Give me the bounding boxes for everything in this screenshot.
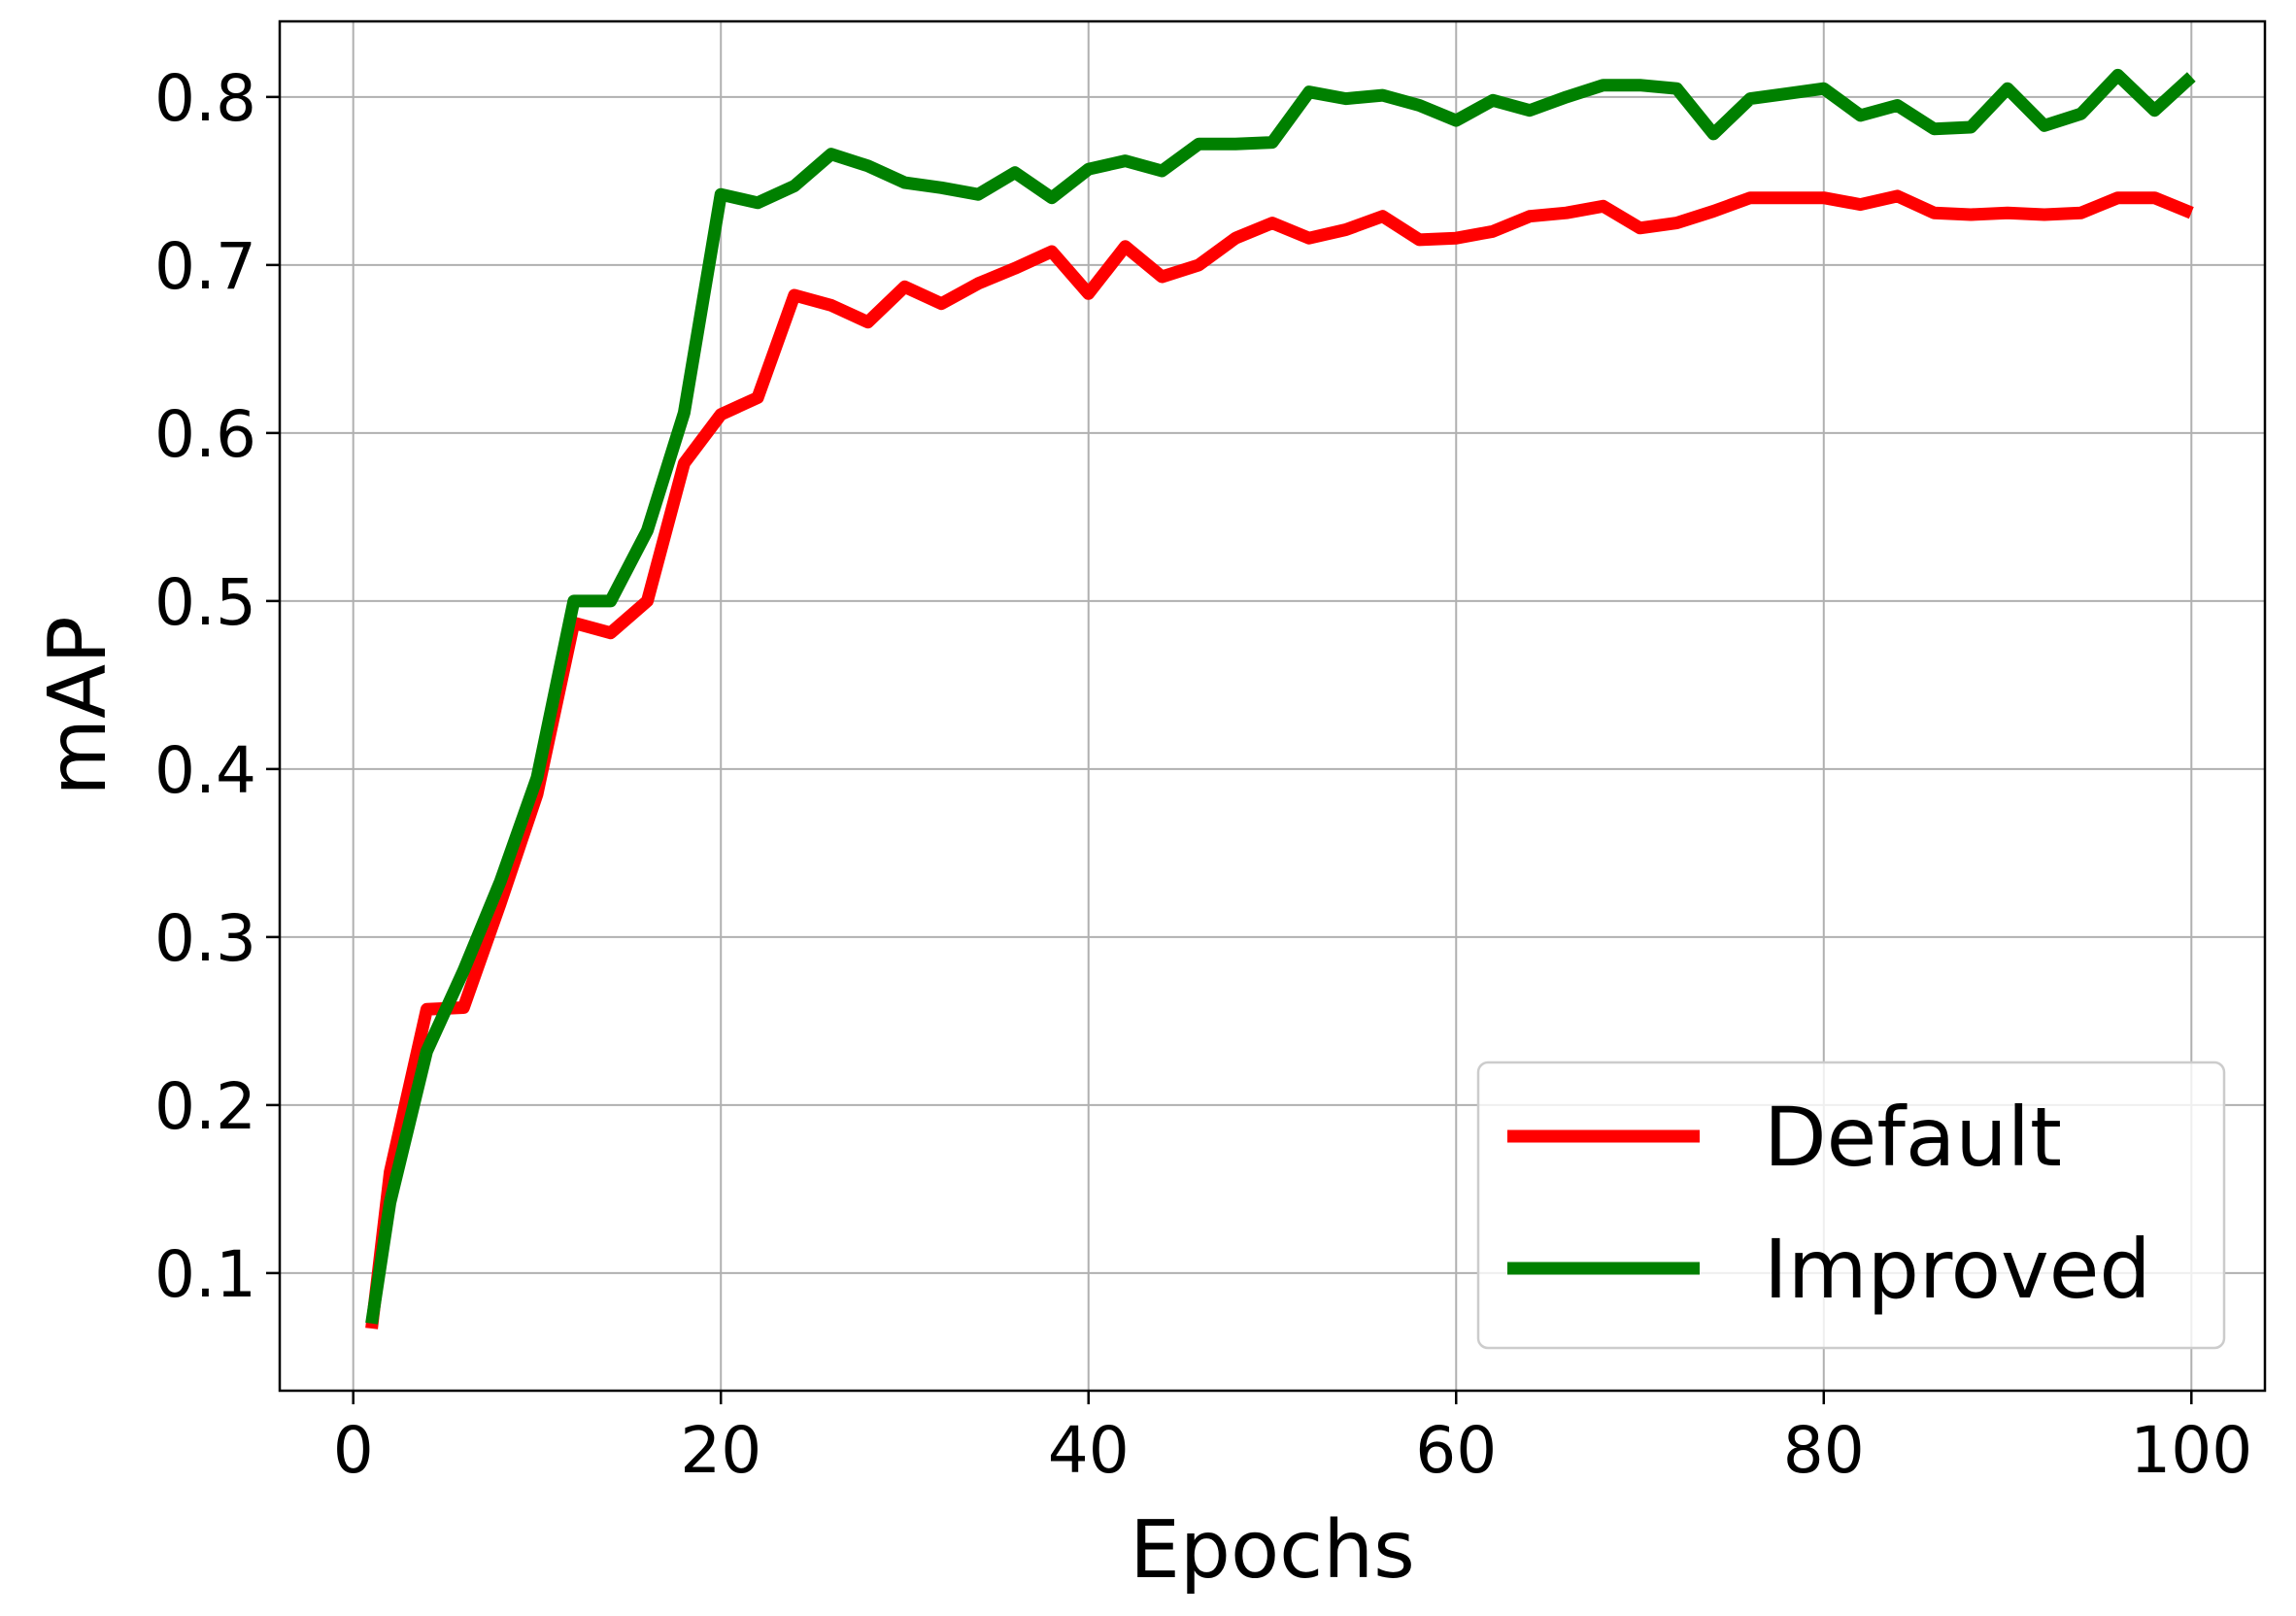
- y-tick-label: 0.8: [154, 61, 256, 136]
- y-axis-title: mAP: [32, 616, 124, 795]
- series-lines: [365, 68, 2196, 1330]
- legend-label-default: Default: [1764, 1090, 2062, 1185]
- y-axis-ticks: 0.1 0.2 0.3 0.4 0.5 0.6 0.7 0.8: [154, 61, 280, 1312]
- y-tick-label: 0.1: [154, 1237, 256, 1312]
- y-tick-label: 0.5: [154, 565, 256, 640]
- x-tick-label: 60: [1415, 1413, 1497, 1488]
- series-line-default: [365, 189, 2194, 1330]
- x-tick-label: 40: [1048, 1413, 1130, 1488]
- y-tick-label: 0.2: [154, 1069, 256, 1144]
- y-tick-label: 0.7: [154, 229, 256, 304]
- x-axis-ticks: 0 20 40 60 80 100: [333, 1391, 2252, 1488]
- x-tick-label: 0: [333, 1413, 374, 1488]
- x-axis-title: Epochs: [1130, 1504, 1415, 1597]
- y-tick-label: 0.3: [154, 901, 256, 976]
- x-tick-label: 80: [1783, 1413, 1865, 1488]
- x-tick-label: 20: [680, 1413, 761, 1488]
- legend-label-improved: Improved: [1764, 1222, 2151, 1317]
- y-tick-label: 0.6: [154, 397, 256, 472]
- y-tick-label: 0.4: [154, 733, 256, 808]
- plot-frame: [278, 19, 2267, 1393]
- series-line-improved: [365, 68, 2196, 1325]
- x-tick-label: 100: [2130, 1413, 2252, 1488]
- legend: Default Improved: [1476, 1060, 2226, 1350]
